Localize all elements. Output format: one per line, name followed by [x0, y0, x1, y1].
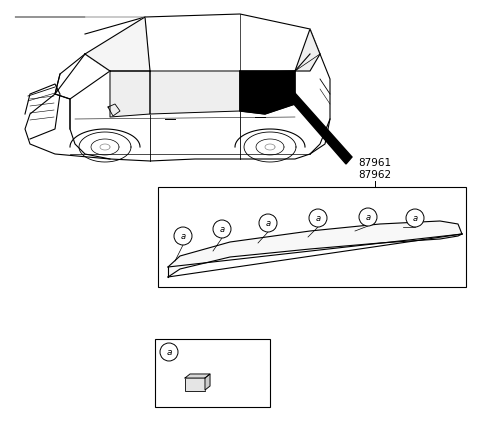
Circle shape [359, 208, 377, 227]
Text: a: a [412, 214, 418, 223]
Polygon shape [240, 72, 295, 115]
Text: a: a [315, 214, 321, 223]
Polygon shape [85, 18, 150, 72]
Text: a: a [265, 219, 271, 228]
Circle shape [213, 220, 231, 238]
Circle shape [259, 214, 277, 233]
Circle shape [309, 210, 327, 227]
Polygon shape [168, 221, 462, 277]
Text: a: a [166, 348, 172, 357]
Bar [158, 187, 466, 287]
Polygon shape [110, 72, 150, 118]
Polygon shape [185, 374, 210, 378]
Circle shape [174, 227, 192, 246]
Text: a: a [219, 225, 225, 234]
Polygon shape [272, 75, 352, 164]
Bar [155, 339, 270, 407]
Polygon shape [295, 30, 320, 72]
Polygon shape [108, 105, 120, 117]
Text: 87961: 87961 [358, 158, 391, 168]
Polygon shape [150, 72, 240, 115]
Bar [185, 378, 205, 391]
Polygon shape [205, 374, 210, 390]
Text: 87962: 87962 [358, 170, 391, 180]
Text: a: a [180, 232, 186, 241]
Circle shape [160, 343, 178, 361]
Text: 86142B: 86142B [183, 347, 226, 357]
Circle shape [406, 210, 424, 227]
Text: a: a [365, 213, 371, 222]
